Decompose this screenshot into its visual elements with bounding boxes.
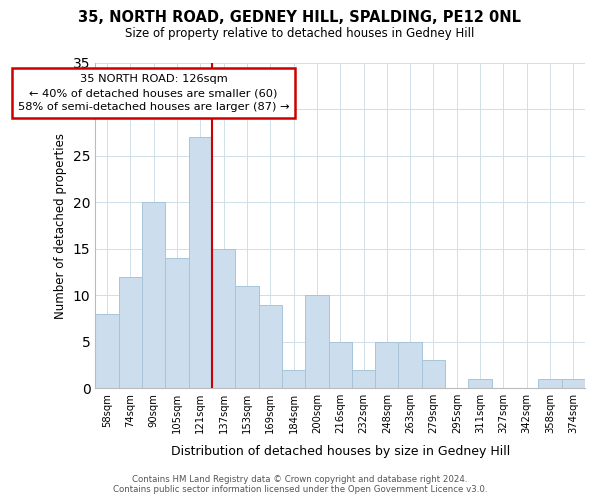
- Text: 35, NORTH ROAD, GEDNEY HILL, SPALDING, PE12 0NL: 35, NORTH ROAD, GEDNEY HILL, SPALDING, P…: [79, 10, 521, 25]
- Bar: [352, 370, 375, 388]
- Text: Contains HM Land Registry data © Crown copyright and database right 2024.
Contai: Contains HM Land Registry data © Crown c…: [113, 474, 487, 494]
- Bar: [305, 296, 329, 388]
- Bar: [329, 342, 352, 388]
- Bar: [259, 304, 282, 388]
- Bar: [188, 138, 212, 388]
- Text: 35 NORTH ROAD: 126sqm
← 40% of detached houses are smaller (60)
58% of semi-deta: 35 NORTH ROAD: 126sqm ← 40% of detached …: [18, 74, 289, 112]
- X-axis label: Distribution of detached houses by size in Gedney Hill: Distribution of detached houses by size …: [170, 444, 510, 458]
- Bar: [562, 379, 585, 388]
- Bar: [95, 314, 119, 388]
- Bar: [375, 342, 398, 388]
- Bar: [166, 258, 188, 388]
- Bar: [398, 342, 422, 388]
- Bar: [119, 276, 142, 388]
- Text: Size of property relative to detached houses in Gedney Hill: Size of property relative to detached ho…: [125, 28, 475, 40]
- Bar: [282, 370, 305, 388]
- Y-axis label: Number of detached properties: Number of detached properties: [55, 132, 67, 318]
- Bar: [212, 249, 235, 388]
- Bar: [422, 360, 445, 388]
- Bar: [142, 202, 166, 388]
- Bar: [235, 286, 259, 388]
- Bar: [469, 379, 492, 388]
- Bar: [538, 379, 562, 388]
